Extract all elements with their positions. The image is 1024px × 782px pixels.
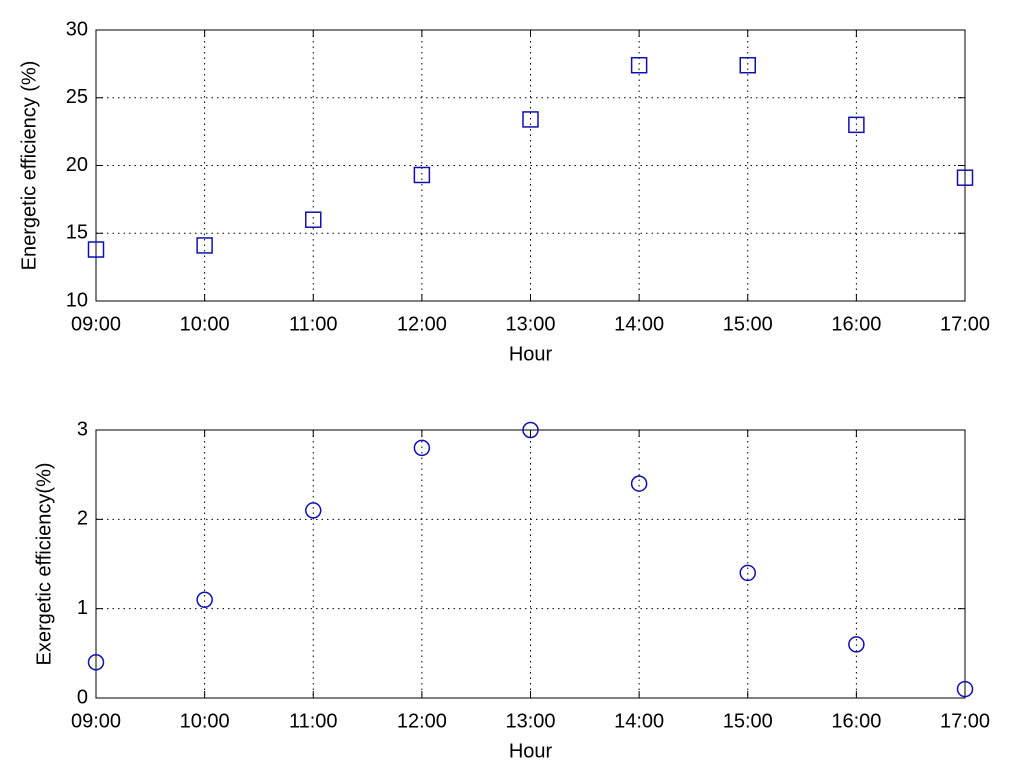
- y-tick-label: 30: [66, 18, 88, 40]
- x-tick-label: 17:00: [940, 710, 990, 732]
- marker: [630, 475, 648, 492]
- x-tick-label: 13:00: [505, 710, 555, 732]
- x-axis-label: Hour: [509, 343, 553, 365]
- marker: [413, 439, 431, 457]
- marker: [196, 591, 213, 608]
- marker: [739, 56, 756, 74]
- x-tick-label: 09:00: [71, 313, 121, 335]
- y-axis-label: Energetic efficiency (%): [18, 61, 40, 271]
- marker: [956, 169, 974, 186]
- x-tick-label: 17:00: [940, 313, 990, 335]
- y-tick-label: 1: [77, 597, 88, 619]
- x-tick-label: 09:00: [71, 710, 121, 732]
- x-tick-label: 14:00: [614, 313, 664, 335]
- x-tick-label: 12:00: [397, 710, 447, 732]
- y-tick-label: 3: [77, 418, 88, 440]
- marker: [848, 116, 865, 134]
- marker: [413, 166, 431, 184]
- y-tick-label: 2: [77, 508, 88, 530]
- marker: [305, 502, 322, 519]
- marker: [848, 636, 865, 653]
- x-tick-label: 11:00: [289, 313, 338, 335]
- x-tick-label: 15:00: [723, 710, 773, 732]
- x-tick-label: 10:00: [180, 710, 230, 732]
- marker: [196, 237, 213, 254]
- x-axis-label: Hour: [509, 740, 553, 762]
- x-tick-label: 14:00: [614, 710, 664, 732]
- x-tick-label: 13:00: [505, 313, 555, 335]
- x-tick-label: 11:00: [289, 710, 338, 732]
- x-tick-label: 12:00: [397, 313, 447, 335]
- marker: [522, 111, 539, 128]
- marker: [87, 241, 105, 258]
- y-axis-label: Exergetic efficiency(%): [33, 462, 55, 665]
- y-tick-label: 15: [66, 222, 88, 244]
- marker: [305, 211, 322, 228]
- y-tick-label: 10: [66, 289, 88, 311]
- marker: [87, 654, 105, 671]
- marker: [739, 564, 756, 582]
- x-tick-label: 10:00: [180, 313, 230, 335]
- plot-frame: [95, 29, 966, 302]
- y-tick-label: 20: [66, 154, 88, 176]
- y-tick-label: 0: [77, 686, 88, 708]
- marker: [630, 56, 648, 74]
- marker: [956, 680, 974, 698]
- plot-frame: [95, 429, 966, 699]
- y-tick-label: 25: [66, 86, 88, 108]
- x-tick-label: 16:00: [831, 710, 881, 732]
- x-tick-label: 16:00: [831, 313, 881, 335]
- marker: [522, 421, 539, 439]
- x-tick-label: 15:00: [723, 313, 773, 335]
